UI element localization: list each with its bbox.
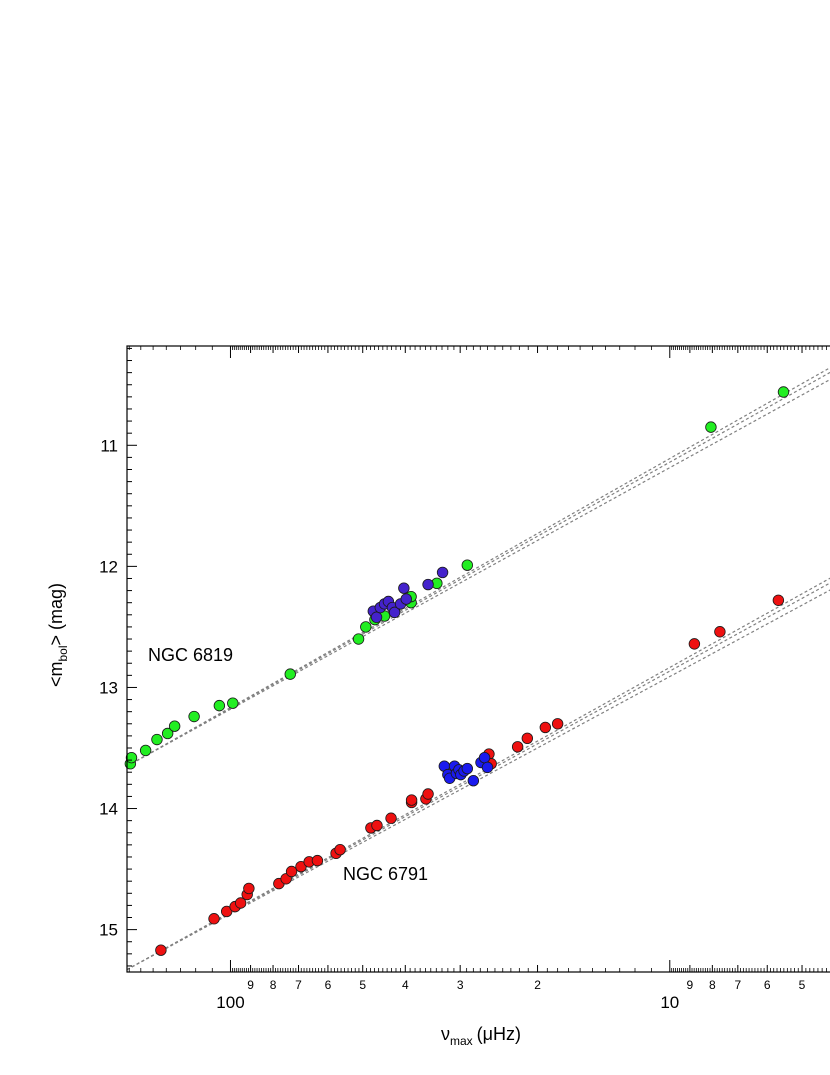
data-point-s0-11 [360,621,372,633]
x-minor-label-1: 8 [270,978,277,992]
data-point-s0-18 [461,559,474,571]
data-point-s0-20 [777,386,790,398]
data-point-s0-2 [139,744,152,757]
data-point-s2-29 [714,626,726,638]
fit-line-0 [127,371,830,767]
x-major-label-1: 10 [660,993,679,1012]
data-point-s1-10 [422,578,434,591]
data-point-s0-5 [168,720,181,732]
data-point-s0-3 [151,733,163,746]
tick-labels: 11121314151001098765432987654 [99,436,806,1012]
data-point-s2-24 [511,741,524,753]
data-point-s0-1 [125,751,138,764]
y-tick-label-4: 15 [99,921,118,940]
x-minor-label-4: 5 [359,978,366,992]
x-minor-label-11: 6 [764,978,771,992]
data-point-s3-11 [478,751,491,764]
data-point-s2-17 [385,812,397,824]
data-point-s1-6 [388,606,401,619]
data-point-s2-2 [220,905,233,918]
x-minor-label-0: 9 [247,978,254,992]
x-axis-label: νmax (μHz) [441,1024,521,1048]
data-point-s2-27 [551,718,564,730]
x-minor-label-3: 6 [325,978,332,992]
data-point-s2-4 [234,897,247,909]
data-point-s3-12 [481,761,494,774]
x-minor-label-7: 2 [534,978,541,992]
data-point-s2-19 [405,794,418,806]
data-point-s1-9 [398,582,410,594]
fit-lines [127,367,830,971]
data-point-s0-8 [227,697,239,709]
x-minor-label-6: 3 [457,978,464,992]
x-axis-label-main: ν [441,1024,450,1044]
data-point-s2-25 [521,732,534,745]
data-points [124,386,790,956]
data-point-s2-9 [285,865,298,878]
y-tick-label-2: 13 [99,678,118,697]
data-point-s2-6 [243,882,255,895]
data-point-s2-12 [311,854,324,867]
data-point-s2-1 [208,913,220,925]
x-minor-label-12: 5 [799,978,806,992]
data-point-s0-7 [213,699,226,712]
y-tick-label-3: 14 [99,800,118,819]
data-point-s1-8 [400,593,412,605]
data-point-s3-8 [461,762,474,775]
data-point-s2-21 [422,788,434,800]
data-point-s2-30 [772,594,785,606]
y-axis-label-sub: bol [56,646,70,662]
y-axis-label-pre: <m [46,662,66,688]
annotation-ngc6791: NGC 6791 [343,864,428,884]
data-point-s2-0 [155,944,167,956]
axis-ticks [127,346,827,972]
x-minor-label-5: 4 [402,978,409,992]
x-minor-label-9: 8 [709,978,716,992]
y-tick-label-1: 12 [99,557,118,576]
x-major-label-0: 100 [216,993,244,1012]
axes [126,345,830,973]
data-point-s1-11 [436,566,449,579]
x-minor-label-10: 7 [734,978,741,992]
x-axis-label-sub: max [450,1034,473,1048]
x-minor-label-8: 9 [687,978,694,992]
data-point-s0-10 [352,633,365,645]
x-axis-label-unit: (μHz) [477,1024,521,1044]
data-point-s0-19 [705,421,717,433]
data-point-s3-9 [467,774,480,787]
y-axis-label-post: > (mag) [46,583,66,646]
data-point-s0-6 [188,710,200,723]
fit-line-2 [127,378,830,767]
data-point-s2-28 [688,638,701,650]
data-point-s1-1 [370,611,383,623]
data-point-s2-26 [539,721,552,734]
plot-frame [126,345,830,973]
fit-line-4 [127,582,830,971]
y-axis-label: <mbol> (mag) [46,583,70,687]
data-point-s2-16 [371,819,383,832]
x-minor-label-2: 7 [295,978,302,992]
y-tick-label-0: 11 [100,436,118,455]
data-point-s2-14 [334,844,346,856]
fit-line-5 [127,589,830,971]
annotation-ngc6819: NGC 6819 [148,645,233,665]
data-point-s0-4 [161,727,174,740]
data-point-s0-9 [284,668,296,680]
fit-line-1 [127,367,830,767]
